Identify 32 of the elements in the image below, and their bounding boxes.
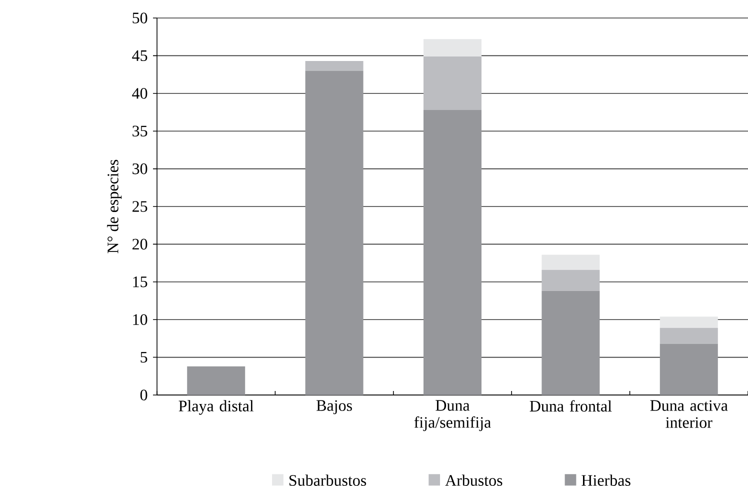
y-tick-label: 45 xyxy=(132,50,148,62)
y-tick-label: 5 xyxy=(140,352,148,363)
y-tick-label: 15 xyxy=(133,276,148,288)
x-tick-label: Duna fija/semifija xyxy=(414,400,491,432)
bar xyxy=(542,290,600,395)
y-tick-label: 50 xyxy=(132,12,148,24)
bar xyxy=(305,60,364,71)
legend-label: Arbustos xyxy=(445,474,502,486)
bar xyxy=(660,344,718,395)
bar xyxy=(660,316,718,328)
y-axis-title: N° de especies xyxy=(107,160,122,254)
bar xyxy=(305,70,364,395)
bar xyxy=(542,254,600,270)
bar xyxy=(542,270,600,291)
bar xyxy=(187,366,246,395)
y-tick-label: 20 xyxy=(132,238,148,250)
bar xyxy=(423,56,482,110)
legend-label: Subarbustos xyxy=(289,474,366,486)
y-tick-label: 40 xyxy=(132,88,148,99)
x-tick-label: Playa distal xyxy=(178,400,254,415)
y-tick-label: 10 xyxy=(133,314,148,325)
y-tick-label: 30 xyxy=(132,163,148,174)
bar xyxy=(660,328,718,344)
bar xyxy=(423,39,482,56)
y-tick-label: 0 xyxy=(140,390,148,400)
y-tick-label: 35 xyxy=(132,126,148,136)
x-tick-label: Duna frontal xyxy=(530,400,612,412)
x-tick-label: Bajos xyxy=(316,400,352,414)
x-tick-label: Duna activa interior xyxy=(650,400,728,428)
y-tick-label: 25 xyxy=(132,201,148,212)
bar xyxy=(423,110,482,395)
legend-label: Hierbas xyxy=(582,474,630,486)
